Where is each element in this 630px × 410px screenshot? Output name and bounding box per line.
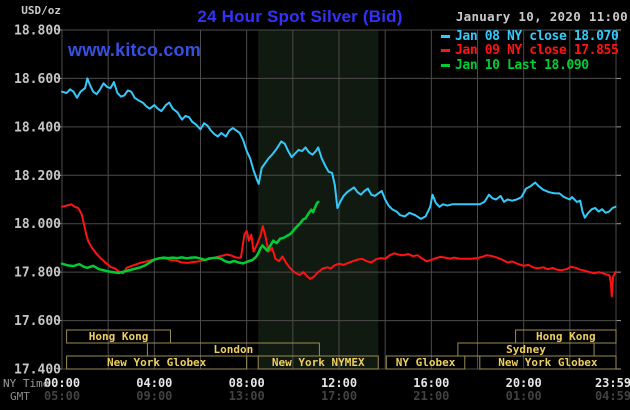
- session-box-ny-globex: [385, 355, 466, 370]
- legend-item: Jan 08 NY close 18.070: [441, 28, 619, 44]
- x-tick-ny: 00:00: [44, 376, 80, 390]
- series-line-jan09: [61, 203, 617, 298]
- y-axis-label: 18.400: [14, 120, 61, 135]
- chart-datetime: January 10, 2020 11:00: [455, 9, 628, 24]
- x-tick-ny: 20:00: [506, 376, 542, 390]
- y-axis-label: 18.200: [14, 169, 61, 184]
- session-label: London: [214, 343, 254, 356]
- y-axis-label: 17.600: [14, 314, 61, 329]
- legend-label: Jan 08 NY close 18.070: [455, 28, 619, 44]
- y-axis-label: 17.800: [14, 266, 61, 281]
- legend-label: Jan 10 Last 18.090: [455, 57, 589, 73]
- x-tick-gmt: 13:00: [229, 389, 265, 403]
- ny-time-row-label: NY Time: [3, 377, 49, 390]
- session-label: New York NYMEX: [272, 356, 365, 369]
- y-axis-label: 18.800: [14, 24, 61, 39]
- chart-title: 24 Hour Spot Silver (Bid): [197, 7, 403, 26]
- session-label: New York Globex: [107, 356, 207, 369]
- series-line-jan10: [60, 200, 320, 275]
- y-axis-label: 17.400: [14, 363, 61, 378]
- session-box-new-york-nymex: [257, 355, 379, 370]
- x-tick-gmt: 09:00: [136, 389, 172, 403]
- session-box-hong-kong: [66, 329, 171, 344]
- session-label: New York Globex: [498, 356, 598, 369]
- series-line-jan08: [61, 77, 617, 220]
- session-label: Hong Kong: [89, 330, 149, 343]
- x-tick-gmt: 01:00: [506, 389, 542, 403]
- x-tick-ny: 23:59: [595, 376, 630, 390]
- legend-item: Jan 10 Last 18.090: [441, 58, 618, 73]
- session-label: Hong Kong: [536, 330, 596, 343]
- x-tick-gmt: 17:00: [321, 389, 357, 403]
- legend-item: Jan 09 NY close 17.855: [441, 43, 619, 59]
- kitco-watermark: www.kitco.com: [68, 40, 201, 60]
- x-tick-ny: 12:00: [321, 376, 357, 390]
- legend-dash-icon: [441, 63, 450, 67]
- y-axis-label: 18.000: [14, 217, 61, 232]
- session-box-new-york-globex: [66, 355, 248, 370]
- legend-dash-icon: [441, 34, 450, 38]
- x-tick-gmt: 04:59: [595, 389, 630, 403]
- legend: Jan 08 NY close 18.070 Jan 09 NY close 17…: [441, 28, 619, 73]
- y-axis-unit: USD/oz: [21, 4, 61, 17]
- x-tick-ny: 08:00: [229, 376, 265, 390]
- session-box-new-york-globex: [479, 355, 617, 370]
- session-label: NY Globex: [396, 356, 456, 369]
- legend-dash-icon: [441, 49, 450, 53]
- x-tick-ny: 04:00: [136, 376, 172, 390]
- x-tick-gmt: 05:00: [44, 389, 80, 403]
- x-tick-gmt: 21:00: [413, 389, 449, 403]
- y-axis-label: 18.600: [14, 72, 61, 87]
- legend-label: Jan 09 NY close 17.855: [455, 43, 619, 59]
- x-tick-ny: 16:00: [413, 376, 449, 390]
- nymex-session-band: [258, 30, 379, 369]
- session-label: Sydney: [506, 343, 546, 356]
- gmt-row-label: GMT: [10, 390, 30, 403]
